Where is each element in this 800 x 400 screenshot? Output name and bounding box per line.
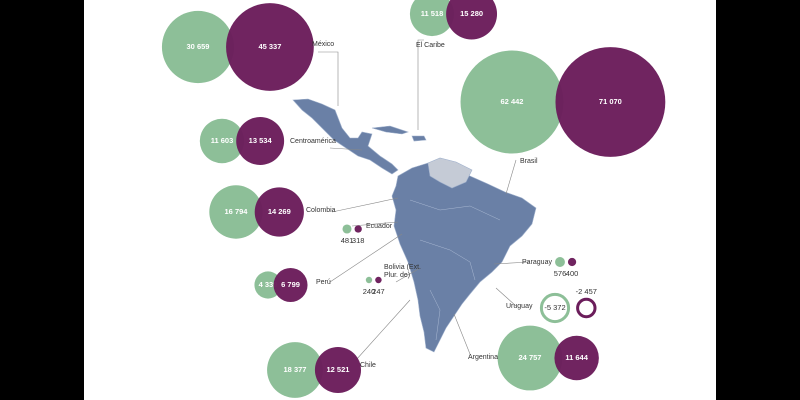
value-label: 240 [363, 287, 376, 296]
value-label: 30 659 [187, 42, 210, 51]
region-label: Uruguay [506, 303, 533, 310]
bubble [539, 292, 571, 324]
bubble [460, 50, 564, 154]
value-label: 481 [341, 236, 354, 245]
region-label: Colombia [306, 207, 336, 214]
bubble [273, 268, 308, 302]
value-label: 11 644 [565, 353, 588, 362]
bubble [199, 118, 245, 164]
region-label: El Caribe [416, 42, 445, 49]
bubble [342, 224, 352, 234]
value-label: 11 518 [421, 9, 444, 18]
bubble [267, 342, 323, 398]
bubble [576, 297, 597, 319]
region-label: Centroamérica [290, 138, 336, 145]
region-label: Paraguay [522, 259, 552, 266]
value-label: 4 339 [259, 280, 278, 289]
value-label: 318 [352, 236, 365, 245]
borders [409, 199, 501, 341]
cuba [371, 125, 409, 135]
bubble [409, 0, 455, 37]
bubble [226, 3, 314, 91]
bubble [254, 187, 304, 237]
region-label: Brasil [520, 158, 538, 165]
guianas [427, 157, 473, 189]
land [292, 98, 537, 353]
bubble [555, 257, 565, 267]
value-label: 14 269 [268, 207, 291, 216]
region-label: Chile [360, 362, 376, 369]
region-label: Ecuador [366, 223, 393, 230]
value-label: 15 280 [460, 9, 483, 18]
bubble [161, 10, 235, 84]
mexico-central-america [292, 98, 399, 175]
bubble [254, 271, 282, 299]
bubble [446, 0, 498, 40]
value-label: -2 457 [576, 287, 597, 296]
region-label: Bolivia (Ext. Plur. de) [384, 264, 421, 279]
region-label: Argentina [468, 354, 498, 361]
value-label: 11 603 [211, 136, 234, 145]
value-label: 24 757 [519, 353, 542, 362]
value-label: 400 [566, 269, 579, 278]
value-label: 13 534 [249, 136, 273, 145]
bubble [365, 276, 373, 284]
bubble [209, 185, 263, 239]
region-label: México [312, 41, 335, 48]
value-label: -5 372 [544, 303, 565, 312]
bubble [555, 47, 666, 157]
hispaniola [411, 135, 427, 142]
region-label: Perú [316, 279, 331, 286]
bubble [554, 335, 599, 381]
value-label: 6 799 [281, 280, 300, 289]
value-label: 247 [372, 287, 385, 296]
value-label: 62 442 [501, 97, 524, 106]
bubble [314, 346, 362, 394]
value-label: 16 794 [225, 207, 249, 216]
value-label: 18 377 [284, 365, 307, 374]
bubble [236, 117, 285, 165]
bubble [354, 225, 362, 233]
value-label: 45 337 [258, 42, 281, 51]
south-america [391, 162, 537, 353]
bubble [497, 325, 563, 391]
leader-lines [318, 39, 531, 361]
value-label: 12 521 [327, 365, 350, 374]
bubble [567, 257, 577, 267]
value-label: 71 070 [599, 97, 622, 106]
value-label: 576 [554, 269, 567, 278]
bubble [375, 276, 382, 284]
